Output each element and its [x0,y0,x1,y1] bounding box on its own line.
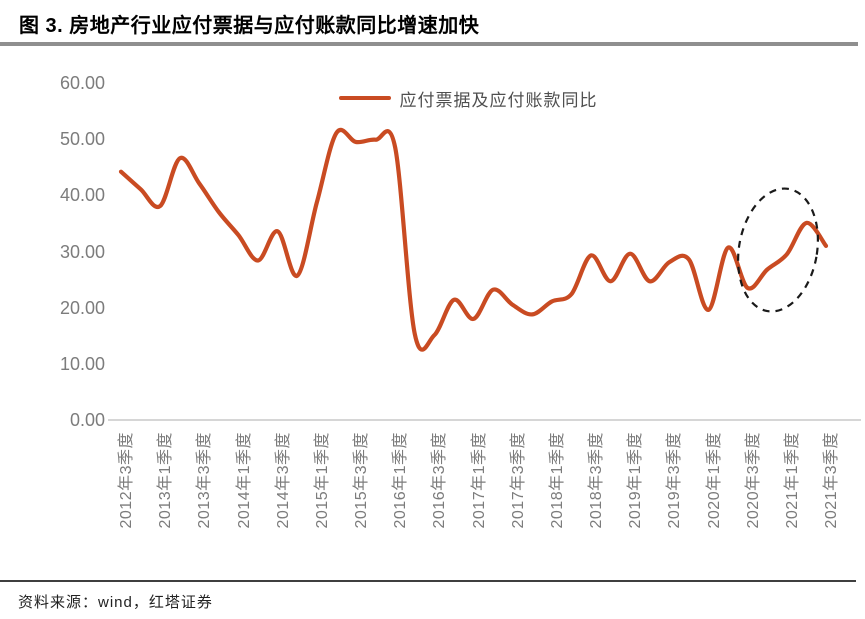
y-tick-label: 10.00 [59,353,105,374]
legend-line-swatch [338,96,391,100]
y-axis: 60.00 50.00 40.00 30.00 20.00 10.00 0.00 [0,0,105,440]
y-tick-label: 40.00 [59,185,105,206]
y-tick-label: 50.00 [59,129,105,150]
y-tick-label: 20.00 [59,297,105,318]
y-tick-label: 0.00 [69,410,105,430]
legend: 应付票据及应付账款同比 [108,86,828,110]
figure-title: 图 3. 房地产行业应付票据与应付账款同比增速加快 [19,15,480,37]
x-tick-label: 2013年3季度 [196,432,214,529]
footer-separator [0,580,856,582]
x-tick-label: 2020年3季度 [744,432,762,529]
title-underline [0,42,858,46]
x-tick-label: 2015年3季度 [353,432,370,529]
x-tick-label: 2017年1季度 [470,432,488,529]
x-tick-label: 2021年1季度 [783,432,801,529]
x-tick-label: 2017年3季度 [509,432,527,529]
x-tick-label: 2018年1季度 [548,432,566,529]
y-tick-label: 30.00 [59,241,105,262]
legend-label: 应付票据及应付账款同比 [399,90,598,110]
x-tick-label: 2016年1季度 [392,432,410,529]
x-tick-label: 2016年3季度 [431,432,449,529]
x-tick-label: 2014年1季度 [235,432,253,529]
x-tick-label: 2019年3季度 [666,432,684,529]
x-tick-label: 2021年3季度 [823,432,840,529]
y-tick-label: 60.00 [59,73,105,93]
x-tick-label: 2020年1季度 [705,432,723,529]
x-tick-label: 2012年3季度 [118,432,135,529]
x-tick-label: 2015年1季度 [313,432,331,529]
x-tick-label: 2013年1季度 [157,432,175,529]
source-text: 资料来源：wind，红塔证券 [18,594,213,611]
x-tick-label: 2018年3季度 [588,432,605,529]
x-tick-label: 2014年3季度 [274,432,292,529]
x-tick-label: 2019年1季度 [627,432,645,529]
